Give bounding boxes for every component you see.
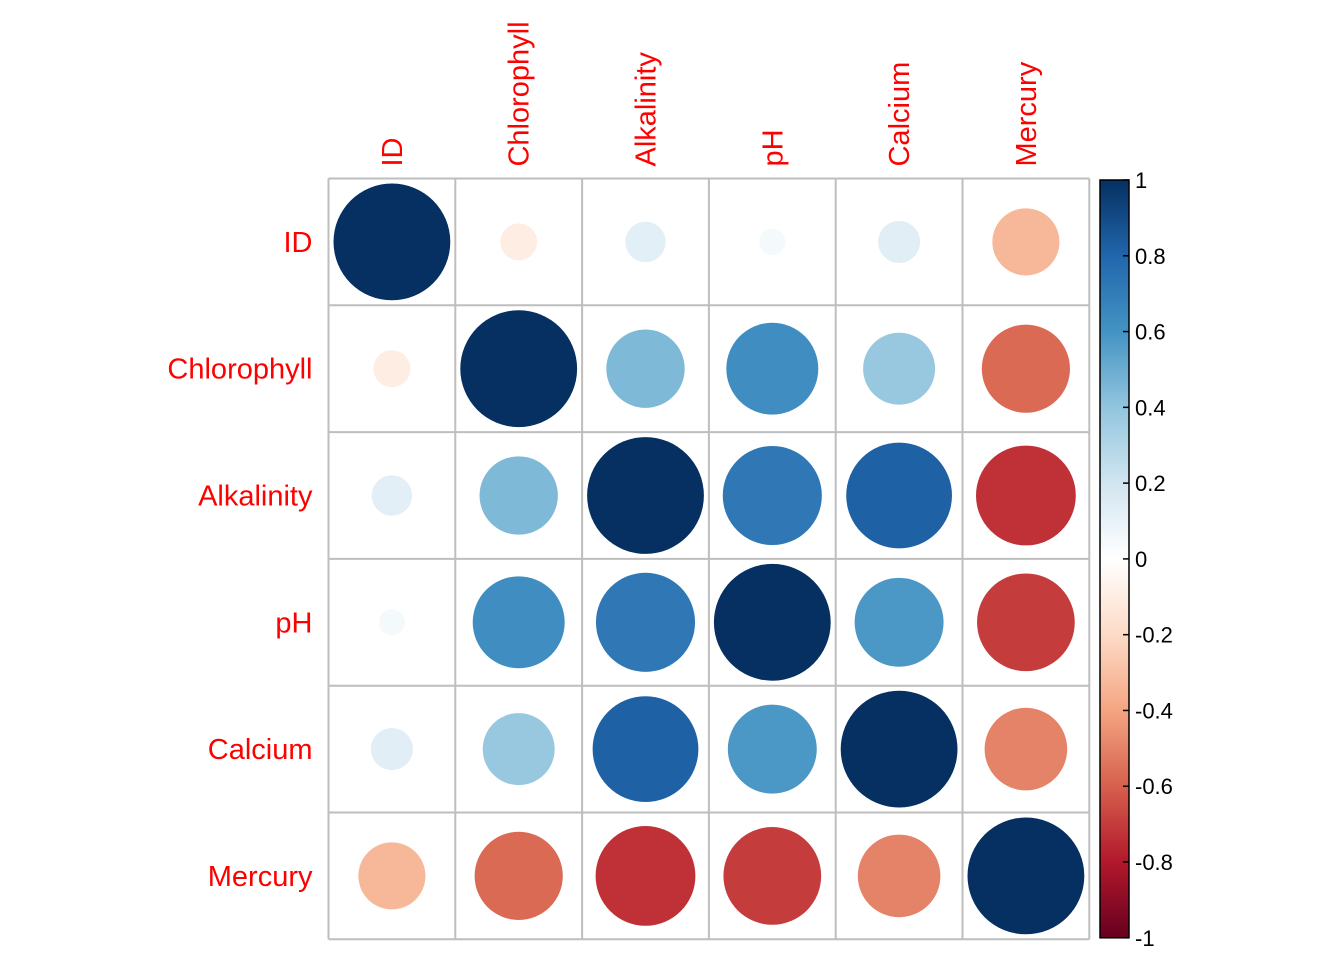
corr-circle-chlorophyll-calcium: [863, 332, 936, 405]
corr-circle-id-calcium: [878, 220, 921, 263]
colorbar-tick-label: 0.8: [1135, 244, 1166, 269]
column-labels: ID Chlorophyll Alkalinity pH Calcium Mercury: [377, 21, 1043, 166]
corr-circle-mercury-chlorophyll: [474, 831, 563, 920]
corr-circle-ph-mercury: [977, 573, 1075, 672]
corr-circle-ph-chlorophyll: [472, 576, 565, 669]
corr-circle-calcium-ph: [727, 704, 817, 794]
colorbar-tick-label: 0.6: [1135, 320, 1166, 345]
colorbar: 1 0.8 0.6 0.4 0.2 0 -0.2 -0.4 -0.6 -0.8 -1: [1099, 168, 1173, 951]
column-label: Chlorophyll: [504, 21, 536, 166]
corr-circle-mercury-calcium: [857, 834, 941, 918]
corr-circle-alkalinity-id: [371, 475, 413, 516]
row-labels: ID Chlorophyll Alkalinity pH Calcium Mercury: [167, 227, 313, 893]
colorbar-tick-label: 1: [1135, 168, 1147, 193]
corr-circle-mercury-id: [358, 842, 426, 910]
corr-circle-alkalinity-mercury: [976, 445, 1076, 546]
row-label: ID: [284, 227, 313, 259]
column-label: pH: [757, 129, 789, 166]
row-label: Alkalinity: [198, 481, 313, 513]
row-label: Calcium: [208, 734, 313, 766]
corr-circle-ph-id: [378, 609, 405, 636]
colorbar-tick-label: 0.4: [1135, 395, 1166, 420]
corr-circle-chlorophyll-mercury: [981, 324, 1070, 413]
colorbar-tick-label: 0.2: [1135, 471, 1166, 496]
corr-circle-calcium-id: [370, 728, 413, 771]
row-label: Chlorophyll: [167, 354, 312, 386]
corr-circle-alkalinity-chlorophyll: [479, 456, 558, 535]
colorbar-tick-label: -1: [1135, 926, 1155, 951]
colorbar-tick-label: -0.6: [1135, 774, 1173, 799]
corr-circle-id-mercury: [992, 208, 1060, 276]
corr-circle-alkalinity-ph: [722, 445, 822, 546]
corr-circle-chlorophyll-ph: [726, 322, 819, 415]
corr-circle-ph-alkalinity: [595, 572, 696, 672]
corr-circle-calcium-chlorophyll: [482, 713, 555, 786]
column-label: Alkalinity: [631, 52, 663, 167]
corr-circle-id-ph: [759, 228, 786, 255]
colorbar-tick-label: 0: [1135, 547, 1147, 572]
corr-circle-alkalinity-alkalinity: [587, 437, 704, 554]
corr-circle-mercury-mercury: [967, 817, 1085, 935]
corr-circle-calcium-mercury: [984, 707, 1068, 791]
column-label: Mercury: [1011, 61, 1043, 166]
column-label: Calcium: [884, 62, 916, 167]
corr-circle-calcium-calcium: [840, 690, 958, 808]
corr-circle-chlorophyll-chlorophyll: [460, 310, 578, 428]
row-label: Mercury: [208, 861, 313, 893]
corr-circle-ph-ph: [713, 563, 831, 681]
colorbar-ticks: 1 0.8 0.6 0.4 0.2 0 -0.2 -0.4 -0.6 -0.8 -1: [1123, 168, 1173, 951]
correlation-circles: [333, 183, 1085, 935]
colorbar-tick-label: -0.8: [1135, 850, 1173, 875]
corr-circle-ph-calcium: [854, 577, 944, 667]
grid: [327, 177, 1091, 941]
corr-circle-alkalinity-calcium: [846, 442, 952, 549]
colorbar-tick-label: -0.4: [1135, 698, 1173, 723]
corr-circle-mercury-ph: [723, 827, 822, 925]
corr-circle-chlorophyll-alkalinity: [606, 329, 685, 408]
corr-circle-id-id: [333, 183, 451, 301]
row-label: pH: [275, 607, 312, 639]
corr-circle-id-alkalinity: [625, 221, 666, 263]
column-label: ID: [377, 138, 409, 167]
corr-circle-id-chlorophyll: [500, 223, 538, 261]
colorbar-tick-label: -0.2: [1135, 623, 1173, 648]
corr-circle-chlorophyll-id: [373, 350, 411, 388]
corr-circle-mercury-alkalinity: [595, 826, 696, 926]
corr-circle-calcium-alkalinity: [592, 696, 699, 802]
